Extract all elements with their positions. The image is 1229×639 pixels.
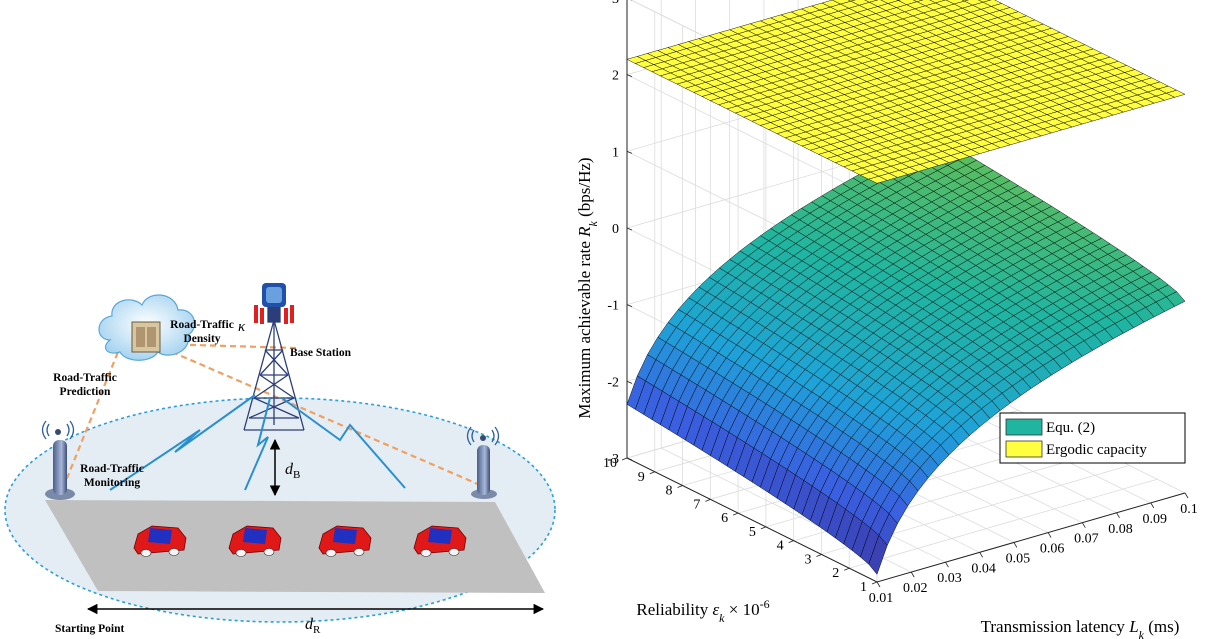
base-station-tower xyxy=(243,299,305,431)
car-icon xyxy=(133,525,187,557)
z-tick-label: 3 xyxy=(612,0,619,7)
y-tick xyxy=(871,581,878,585)
car-icon xyxy=(318,525,372,557)
y-tick-label: 8 xyxy=(666,484,673,499)
label-road-traffic-prediction: Road-Traffic Prediction xyxy=(53,372,117,398)
label-road-traffic-monitoring: Road-Traffic Monitoring xyxy=(80,463,144,489)
z-tick xyxy=(626,150,633,154)
y-tick-label: 5 xyxy=(749,525,756,540)
x-tick-label: 0.1 xyxy=(1180,502,1198,517)
x-tick xyxy=(1013,542,1018,548)
surface-ergodic-capacity xyxy=(626,0,1186,184)
cloud-server-icon xyxy=(98,294,196,361)
z-tick xyxy=(626,227,633,231)
label-starting-point: Starting Point xyxy=(55,623,124,635)
x-tick xyxy=(1081,522,1086,528)
x-tick xyxy=(910,571,915,578)
label-base-station: Base Station xyxy=(290,347,352,359)
legend-swatch-equ2 xyxy=(1005,418,1043,436)
z-tick-label: 2 xyxy=(612,69,619,84)
y-tick xyxy=(649,471,655,475)
x-tick xyxy=(1047,532,1052,538)
y-tick-label: 4 xyxy=(777,539,784,554)
base-station-antenna-icon xyxy=(254,283,294,324)
x-tick-label: 0.09 xyxy=(1143,512,1168,527)
label-road-traffic-density: Road-Traffic Density xyxy=(170,319,234,345)
z-tick xyxy=(626,380,633,384)
axes: -3 -2 -1 0 1 2 3 1 2 3 4 5 6 7 8 9 10 0.01 0.02 0.03 0.04 0.0… xyxy=(603,0,1198,606)
car-icon xyxy=(228,525,282,557)
surface-plot: -3 -2 -1 0 1 2 3 1 2 3 4 5 6 7 8 9 10 0.01 0.02 0.03 0.04 0.0… xyxy=(575,0,1198,639)
y-tick xyxy=(816,554,822,557)
x-tick-label: 0.02 xyxy=(903,581,928,596)
label-d-b: dB xyxy=(285,461,300,481)
z-tick-label: -2 xyxy=(607,375,619,390)
z-tick xyxy=(626,304,633,308)
y-axis-label: Reliability εk × 10-6 xyxy=(636,597,769,625)
y-tick-label: 7 xyxy=(693,497,700,512)
system-diagram: Road-Traffic Density κ Base Station Road-… xyxy=(4,283,556,636)
z-tick-label: -1 xyxy=(607,299,619,314)
legend: Equ. (2) Ergodic capacity xyxy=(999,412,1186,464)
x-axis-label: Transmission latency Lk (ms) xyxy=(981,617,1180,639)
legend-label-ergodic: Ergodic capacity xyxy=(1046,442,1147,458)
y-tick xyxy=(788,540,794,544)
y-tick xyxy=(760,526,767,530)
y-tick-label: 9 xyxy=(638,470,645,485)
y-tick-label: 6 xyxy=(721,511,728,526)
x-tick-label: 0.01 xyxy=(869,591,894,606)
y-tick xyxy=(621,457,628,461)
x-tick-label: 0.05 xyxy=(1006,551,1031,566)
road xyxy=(45,500,545,593)
x-tick xyxy=(1184,492,1189,499)
roadside-unit-right-icon xyxy=(466,426,500,499)
y-tick-label: 1 xyxy=(860,580,867,595)
x-tick xyxy=(1150,502,1155,509)
x-tick xyxy=(876,581,881,588)
y-tick-label: 2 xyxy=(832,566,839,581)
y-tick xyxy=(844,567,850,571)
z-tick-label: -3 xyxy=(607,452,619,467)
label-kappa: κ xyxy=(238,319,246,335)
x-tick xyxy=(945,562,949,568)
z-tick xyxy=(626,457,633,461)
legend-swatch-ergodic xyxy=(1005,440,1043,458)
vehicles xyxy=(133,525,467,557)
surface-cell-ergodic xyxy=(1165,89,1186,98)
car-icon xyxy=(413,525,467,557)
wireless-links xyxy=(109,394,406,491)
roadside-unit-left-icon xyxy=(41,420,75,500)
y-tick xyxy=(677,485,683,488)
x-tick-label: 0.07 xyxy=(1074,532,1099,547)
y-tick-label: 3 xyxy=(804,552,811,567)
z-axis-label: Maximum achievable rate Rk (bps/Hz) xyxy=(575,157,600,418)
x-tick-label: 0.04 xyxy=(971,561,996,576)
z-tick-label: 1 xyxy=(612,145,619,160)
x-tick-label: 0.03 xyxy=(937,571,962,586)
legend-label-equ2: Equ. (2) xyxy=(1046,420,1095,436)
x-tick xyxy=(979,552,984,558)
surface-cell-equ2 xyxy=(1166,291,1186,307)
z-tick-label: 0 xyxy=(612,222,619,237)
x-tick-label: 0.08 xyxy=(1108,522,1133,537)
surface-cell-ergodic xyxy=(913,0,924,2)
y-tick xyxy=(705,498,711,502)
y-tick-label: 10 xyxy=(603,456,617,471)
x-tick-label: 0.06 xyxy=(1040,542,1065,557)
x-tick xyxy=(1116,512,1120,518)
label-d-r: dR xyxy=(305,616,321,636)
z-tick xyxy=(626,74,633,78)
y-tick xyxy=(732,512,739,516)
